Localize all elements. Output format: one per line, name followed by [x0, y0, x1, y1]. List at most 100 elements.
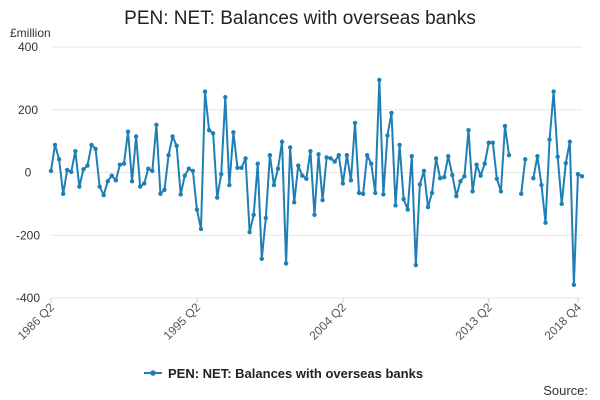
data-point: [494, 176, 500, 181]
data-point: [65, 167, 70, 173]
legend-point-marker: [150, 370, 156, 376]
data-point: [413, 262, 419, 268]
data-point: [267, 153, 273, 158]
data-point: [308, 148, 313, 154]
data-point: [101, 192, 106, 198]
data-point: [352, 120, 358, 126]
data-point: [401, 196, 406, 202]
data-point: [85, 163, 90, 168]
data-point: [405, 207, 410, 212]
data-point: [551, 89, 556, 94]
data-point: [146, 166, 151, 171]
data-point: [328, 156, 333, 161]
data-point: [543, 220, 548, 225]
data-point: [251, 212, 256, 218]
data-point: [332, 159, 337, 164]
data-point: [344, 153, 350, 158]
data-point: [137, 184, 143, 189]
data-point: [283, 261, 289, 266]
data-point: [555, 154, 560, 160]
data-point: [498, 189, 504, 194]
data-point: [348, 178, 354, 183]
data-point: [316, 152, 321, 157]
data-point: [56, 157, 62, 162]
y-tick-label: 200: [18, 103, 38, 117]
data-point: [239, 165, 244, 170]
y-tick-label: 400: [18, 40, 38, 54]
data-point: [154, 122, 159, 128]
data-point: [296, 163, 301, 168]
data-point: [109, 173, 115, 178]
data-point: [385, 133, 390, 138]
data-point: [429, 190, 435, 196]
data-point: [275, 166, 281, 171]
data-point: [300, 173, 305, 178]
data-point: [255, 161, 260, 166]
data-point: [579, 174, 585, 179]
data-point: [292, 200, 297, 205]
series-line: [520, 159, 527, 194]
data-point: [259, 256, 264, 261]
data-point: [320, 197, 325, 203]
data-point: [52, 142, 58, 148]
data-point: [60, 191, 66, 197]
data-point: [478, 173, 483, 178]
data-point: [97, 184, 102, 189]
data-point: [227, 182, 232, 188]
data-point: [454, 193, 459, 199]
data-point: [547, 137, 552, 142]
data-point: [81, 167, 86, 172]
data-point: [559, 201, 564, 207]
data-point: [214, 195, 220, 200]
data-point: [381, 192, 386, 197]
series-line: [532, 90, 583, 286]
data-point: [223, 95, 228, 100]
data-point: [336, 153, 341, 158]
data-point: [304, 176, 309, 181]
data-point: [190, 168, 196, 174]
data-point: [202, 89, 208, 94]
data-point: [389, 110, 394, 116]
data-point: [210, 131, 216, 136]
data-point: [89, 142, 94, 148]
data-point: [531, 175, 536, 181]
data-point: [142, 181, 147, 186]
data-point: [490, 140, 496, 145]
data-point: [567, 139, 573, 144]
data-point: [474, 162, 479, 167]
data-point: [421, 168, 427, 174]
data-point: [373, 190, 378, 196]
data-point: [287, 145, 293, 150]
data-point: [121, 161, 127, 166]
legend-entry-label: PEN: NET: Balances with overseas banks: [168, 366, 423, 381]
source-label: Source:: [543, 383, 588, 398]
data-point: [571, 282, 577, 288]
data-point: [279, 139, 285, 144]
data-point: [243, 156, 248, 161]
data-point: [458, 179, 463, 184]
data-point: [425, 204, 431, 210]
data-point: [182, 173, 187, 178]
data-point: [178, 192, 183, 197]
data-point: [158, 191, 163, 197]
data-point: [162, 187, 167, 192]
data-point: [506, 153, 512, 158]
data-point: [523, 157, 528, 162]
data-point: [129, 179, 135, 184]
data-point: [312, 212, 317, 218]
data-point: [105, 179, 110, 184]
data-point: [170, 134, 175, 139]
data-point: [450, 172, 455, 178]
data-point: [247, 229, 252, 235]
data-point: [539, 182, 544, 188]
data-point: [219, 171, 224, 177]
data-point: [186, 166, 192, 171]
data-point: [73, 148, 78, 154]
series-line: [50, 78, 511, 267]
data-point: [198, 226, 204, 232]
data-point: [231, 130, 236, 135]
data-point: [437, 175, 443, 181]
data-point: [235, 165, 240, 170]
y-tick-label: 0: [25, 166, 32, 180]
